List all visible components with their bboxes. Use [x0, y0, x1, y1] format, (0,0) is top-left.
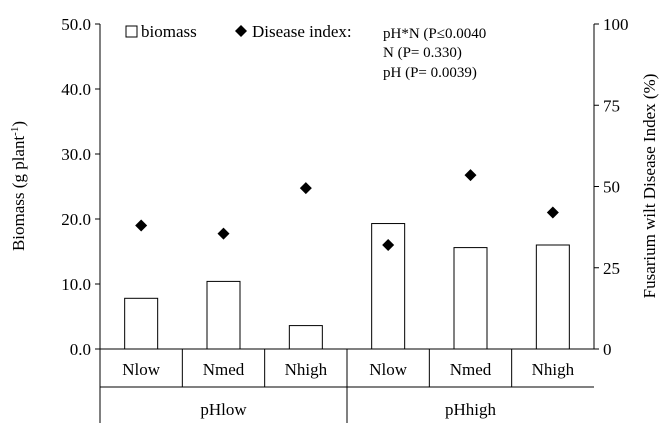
y-right-tick-label: 25 — [603, 259, 620, 278]
bars-layer — [124, 223, 570, 350]
x-category-label: Nhigh — [532, 360, 575, 379]
legend-disease-marker — [235, 25, 247, 37]
legend: biomass Disease index: — [125, 22, 352, 41]
bar-biomass — [206, 280, 241, 350]
y-left-tick-label: 40.0 — [61, 80, 91, 99]
x-group-label: pHlow — [200, 400, 247, 419]
bar-biomass — [453, 247, 488, 350]
point-disease-index — [382, 239, 395, 251]
y-axis-left-label-sup: -1 — [9, 127, 21, 136]
y-right-tick-label: 75 — [603, 96, 620, 115]
y-left-tick-label: 0.0 — [70, 340, 91, 359]
x-category-label: Nmed — [450, 360, 492, 379]
point-disease-index — [546, 206, 559, 219]
y-right-tick-label: 50 — [603, 178, 620, 197]
bar-biomass — [124, 297, 159, 350]
y-left-tick-label: 50.0 — [61, 15, 91, 34]
axes-layer — [99, 24, 595, 423]
stat-interaction: pH*N (P≤0.0040 — [383, 26, 486, 42]
x-category-label: Nlow — [369, 360, 408, 379]
y-right-tick-label: 100 — [603, 15, 629, 34]
point-disease-index — [299, 182, 312, 195]
y-left-tick-label: 30.0 — [61, 145, 91, 164]
stats-annotation: pH*N (P≤0.0040 N (P= 0.330) pH (P= 0.003… — [383, 26, 486, 81]
x-category-label: Nhigh — [285, 360, 328, 379]
stat-n: N (P= 0.330) — [383, 45, 462, 61]
y-axis-left-label-close: ) — [9, 121, 28, 127]
legend-biomass-swatch — [125, 25, 138, 38]
y-axis-left-label-main: Biomass (g plant — [9, 136, 28, 251]
points-layer — [135, 169, 559, 251]
point-disease-index — [464, 169, 477, 182]
y-left-tick-label: 20.0 — [61, 210, 91, 229]
point-disease-index — [135, 219, 148, 232]
legend-biomass-label: biomass — [141, 22, 197, 41]
point-disease-index — [217, 227, 230, 240]
bar-biomass — [535, 244, 570, 350]
x-group-label: pHhigh — [445, 400, 497, 419]
right-ticks-layer: 0 25 50 75 100 — [594, 15, 629, 359]
y-axis-left-label: Biomass (g plant-1) — [9, 121, 28, 251]
category-labels-layer: Nlow Nmed Nhigh Nlow Nmed Nhigh pHlow pHhigh — [122, 360, 574, 419]
y-left-tick-label: 10.0 — [61, 275, 91, 294]
x-category-label: Nlow — [122, 360, 161, 379]
legend-disease-label: Disease index: — [252, 22, 352, 41]
left-ticks-layer: 0.0 10.0 20.0 30.0 40.0 50.0 — [61, 15, 100, 359]
bar-biomass — [288, 325, 323, 350]
y-axis-right-label: Fusarium wilt Disease Index (%) — [640, 74, 659, 299]
stat-ph: pH (P= 0.0039) — [383, 65, 477, 81]
y-right-tick-label: 0 — [603, 340, 612, 359]
x-category-label: Nmed — [203, 360, 245, 379]
